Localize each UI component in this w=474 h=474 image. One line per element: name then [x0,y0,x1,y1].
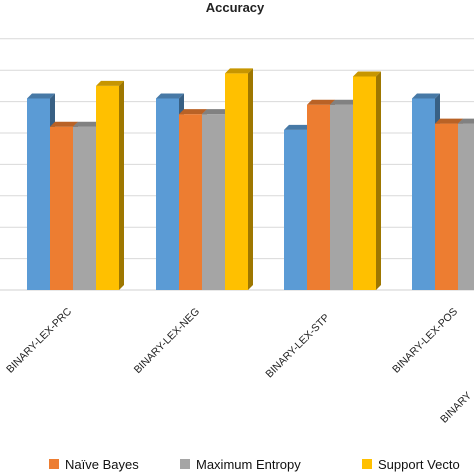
bar-top [179,109,207,115]
bar-top [330,99,358,105]
x-tick-label: BINARY-LEX-NEG [132,306,202,376]
bar-front [435,123,458,290]
bar-top [307,99,335,105]
legend-swatch [362,459,372,469]
x-tick-label: BINARY [438,390,474,426]
bar-top [458,118,474,124]
legend-swatch [49,459,59,469]
bar-front [50,126,73,290]
bar [225,68,253,290]
bar [353,71,381,290]
bar-top [156,93,184,99]
bar-front [27,98,50,291]
bar-front [458,123,474,290]
bar-front [202,114,225,290]
bar-top [284,124,312,130]
bar-top [412,93,440,99]
legend-label: Naïve Bayes [65,457,139,472]
x-tick-label: BINARY-LEX-STP [263,312,332,381]
bar-front [73,126,96,290]
bar-top [225,68,253,74]
legend-swatch [180,459,190,469]
bar-front [284,129,307,290]
legend-item: Maximum Entropy [180,457,301,472]
bar-top [353,71,381,77]
bar-front [96,85,119,291]
bar-top [202,109,230,115]
bar-front [412,98,435,291]
bar-front [179,114,202,290]
bar-front [353,76,376,290]
bar-front [330,104,353,291]
bar-front [225,73,248,290]
bar-side [119,80,124,291]
legend-item: Naïve Bayes [49,457,139,472]
bar [458,118,474,290]
x-tick-label: BINARY-LEX-POS [390,306,460,376]
bar-top [50,121,78,127]
bar [96,80,124,291]
bar-side [376,71,381,290]
bar-front [156,98,179,291]
legend-item: Support Vecto [362,457,460,472]
x-tick-label: BINARY-LEX-PRC [4,305,74,375]
bar-front [307,104,330,291]
bar-top [27,93,55,99]
bar-top [96,80,124,86]
bar-top [435,118,463,124]
bar-side [248,68,253,290]
legend-label: Support Vecto [378,457,460,472]
chart-title: Accuracy [206,0,265,15]
legend-label: Maximum Entropy [196,457,301,472]
bar-series [27,68,474,291]
bar-top [73,121,101,127]
x-tick-labels: BINARY-LEX-PRC BINARY-LEX-NEG BINARY-LEX-S… [4,305,474,425]
